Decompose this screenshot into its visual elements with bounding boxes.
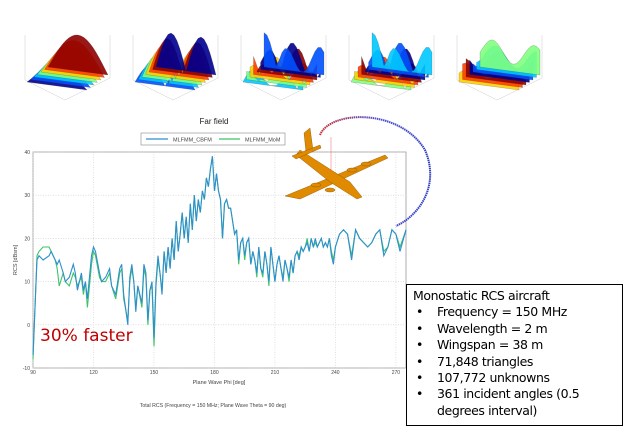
- surface-plot-thumbnail: [132, 32, 219, 101]
- surface-plot-thumbnails: [24, 32, 543, 101]
- y-tick-label: 40: [24, 150, 30, 156]
- surface-plot-thumbnail: [348, 32, 435, 101]
- x-tick-label: 120: [89, 370, 98, 376]
- info-list: Frequency = 150 MHz Wavelength = 2 m Win…: [413, 304, 620, 419]
- chart-footer: Total RCS (Frequency = 150 MHz; Plane Wa…: [140, 403, 287, 409]
- info-title: Monostatic RCS aircraft: [413, 288, 550, 303]
- surface-plot-thumbnail: [240, 32, 327, 101]
- y-axis-label: RCS [dBsm]: [13, 244, 19, 275]
- y-tick-label: 10: [24, 280, 30, 286]
- x-tick-label: 240: [331, 370, 340, 376]
- y-tick-label: 20: [24, 236, 30, 242]
- x-tick-label: 270: [392, 370, 401, 376]
- info-item: Frequency = 150 MHz: [413, 304, 620, 321]
- y-tick-label: 30: [24, 193, 30, 199]
- speedup-annotation: 30% faster: [40, 326, 133, 346]
- legend-label-cbfm: MLFMM_CBFM: [173, 138, 212, 144]
- info-item: 71,848 triangles: [413, 354, 620, 371]
- connector-arc: [319, 116, 432, 227]
- info-item: Wingspan = 38 m: [413, 337, 620, 354]
- x-tick-label: 90: [30, 370, 36, 376]
- info-item: 361 incident angles (0.5 degrees interva…: [413, 386, 620, 419]
- surface-plot-thumbnail: [24, 34, 111, 101]
- x-tick-label: 210: [271, 370, 280, 376]
- info-item: Wavelength = 2 m: [413, 321, 620, 338]
- legend-label-mom: MLFMM_MoM: [245, 138, 281, 144]
- x-tick-label: 180: [210, 370, 219, 376]
- aircraft-model: [284, 127, 389, 200]
- series-line-cbfm: [32, 156, 407, 356]
- y-tick-label: 0: [27, 323, 30, 329]
- info-item: 107,772 unknowns: [413, 370, 620, 387]
- x-axis-label: Plane Wave Phi [deg]: [193, 380, 246, 386]
- chart-title: Far field: [200, 117, 229, 126]
- info-box: Monostatic RCS aircraft Frequency = 150 …: [406, 284, 623, 426]
- x-tick-label: 150: [150, 370, 159, 376]
- legend: MLFMM_CBFM MLFMM_MoM: [140, 132, 286, 146]
- y-tick-label: -10: [23, 366, 30, 372]
- surface-plot-thumbnail: [456, 35, 543, 101]
